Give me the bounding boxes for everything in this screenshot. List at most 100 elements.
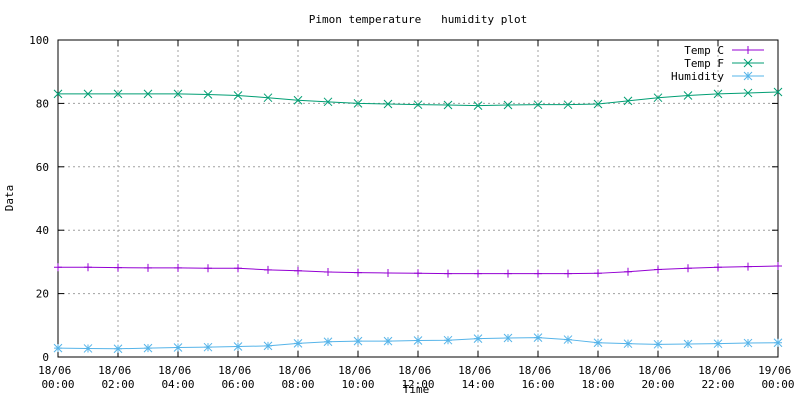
x-tick-label: 18/06 02:00 [98, 364, 138, 391]
data-point [414, 269, 422, 278]
data-point [233, 342, 243, 351]
data-point [323, 97, 333, 107]
y-tick-label: 80 [36, 97, 49, 110]
data-point [743, 88, 753, 98]
data-point [623, 96, 633, 106]
plot-frame [57, 39, 779, 358]
data-point [684, 264, 692, 273]
legend-label: Temp F [684, 57, 724, 70]
legend-marker [743, 58, 753, 68]
data-point [563, 100, 573, 110]
data-point [773, 338, 783, 348]
x-tick-label: 18/06 00:00 [38, 364, 78, 391]
data-point [114, 263, 122, 272]
data-point [533, 333, 543, 343]
data-point [413, 336, 423, 345]
legend-label: Humidity [671, 70, 724, 83]
data-point [113, 344, 123, 354]
data-point [323, 337, 333, 347]
data-point [293, 95, 303, 105]
data-point [623, 339, 633, 349]
data-point [204, 264, 212, 273]
data-point [203, 342, 213, 352]
data-point [593, 338, 603, 348]
data-point [233, 91, 243, 100]
data-point [563, 335, 573, 344]
y-tick-label: 40 [36, 224, 49, 237]
data-point [84, 263, 92, 272]
data-point [713, 339, 723, 349]
x-tick-label: 18/06 16:00 [518, 364, 558, 391]
data-point [144, 263, 152, 272]
x-tick-label: 18/06 06:00 [218, 364, 258, 391]
x-tick-label: 18/06 04:00 [158, 364, 198, 391]
data-point [504, 269, 512, 278]
data-point [383, 336, 393, 346]
data-point [353, 99, 363, 108]
x-tick-label: 18/06 08:00 [278, 364, 318, 391]
data-point [294, 266, 302, 275]
x-tick-label: 18/06 18:00 [578, 364, 618, 391]
legend-marker [743, 71, 753, 81]
data-point [234, 264, 242, 273]
data-point [624, 267, 632, 276]
data-point [384, 268, 392, 277]
data-point [143, 89, 153, 99]
y-tick-label: 60 [36, 161, 49, 174]
data-point [443, 100, 453, 110]
data-point [444, 269, 452, 278]
data-point [503, 333, 513, 343]
x-tick-label: 19/06 00:00 [758, 364, 798, 391]
data-point [683, 91, 693, 100]
data-point [83, 344, 93, 353]
data-point [173, 343, 183, 352]
x-tick-label: 18/06 10:00 [338, 364, 378, 391]
y-tick-label: 100 [29, 34, 49, 47]
data-point [653, 339, 663, 349]
y-axis-label: Data [3, 185, 16, 212]
data-point [533, 100, 543, 110]
data-point [53, 343, 63, 353]
x-tick-label: 18/06 12:00 [398, 364, 438, 391]
data-point [713, 89, 723, 99]
data-point [593, 99, 603, 109]
data-point [83, 89, 93, 99]
data-point [53, 89, 63, 99]
data-point [714, 263, 722, 272]
data-point [743, 338, 753, 348]
data-point [564, 269, 572, 278]
data-point [473, 334, 483, 343]
data-point [653, 93, 663, 103]
data-point [353, 336, 363, 346]
data-point [683, 339, 693, 349]
data-point [354, 268, 362, 277]
data-point [443, 335, 453, 345]
data-point [293, 339, 303, 348]
data-point [744, 262, 752, 271]
data-point [654, 265, 662, 274]
x-tick-label: 18/06 20:00 [638, 364, 678, 391]
data-point [203, 90, 213, 99]
data-point [413, 100, 423, 110]
data-point [54, 263, 62, 272]
x-axis-label: Time [403, 383, 430, 396]
legend-marker [744, 46, 752, 54]
data-point [113, 89, 123, 99]
y-tick-label: 20 [36, 288, 49, 301]
data-point [503, 100, 513, 110]
chart-title: Pimon temperature humidity plot [309, 13, 528, 26]
data-point [143, 343, 153, 353]
y-tick-label: 0 [42, 351, 49, 364]
data-point [173, 89, 183, 99]
data-point [774, 262, 782, 271]
data-point [534, 269, 542, 278]
data-point [264, 265, 272, 274]
data-point [474, 269, 482, 278]
data-point [473, 101, 483, 110]
data-point [383, 99, 393, 109]
data-point [263, 93, 273, 103]
data-point [594, 269, 602, 278]
x-tick-label: 18/06 22:00 [698, 364, 738, 391]
